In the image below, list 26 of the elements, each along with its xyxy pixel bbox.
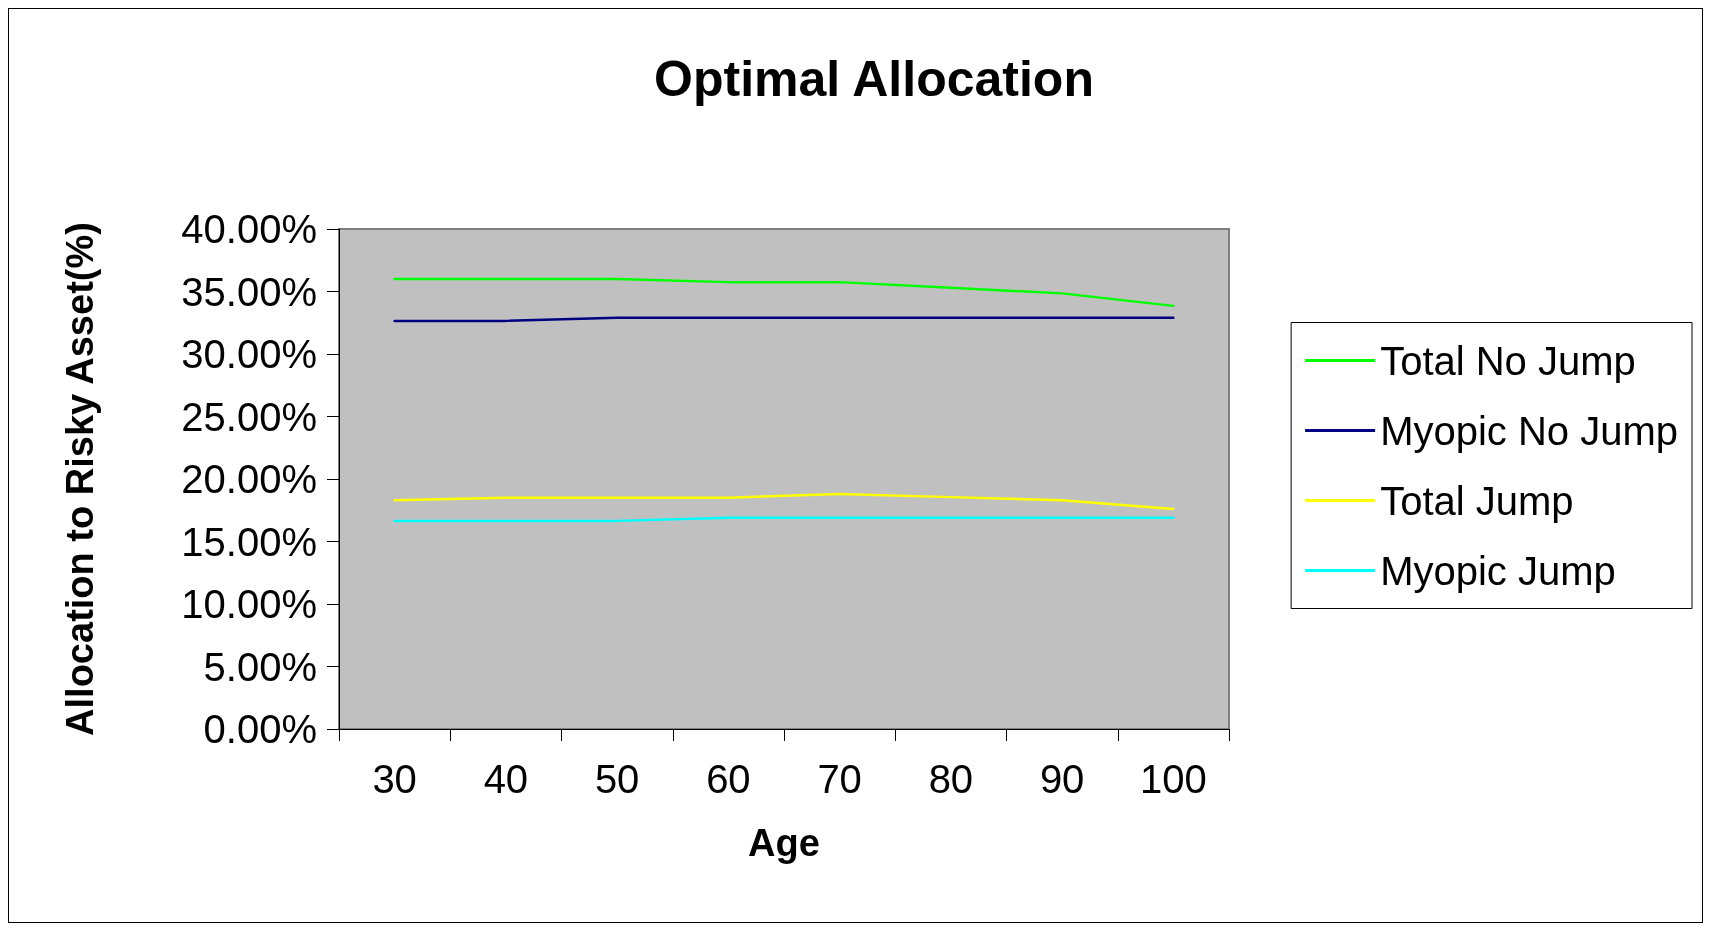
y-tick-label: 25.00% <box>181 394 317 439</box>
legend-label: Myopic No Jump <box>1380 408 1678 453</box>
y-tick-label: 20.00% <box>181 457 317 501</box>
y-tick-label: 30.00% <box>181 332 317 376</box>
chart-title: Optimal Allocation <box>654 51 1094 107</box>
x-tick-label: 60 <box>706 757 751 801</box>
legend-label: Total Jump <box>1380 478 1574 523</box>
y-axis-title: Allocation to Risky Asset(%) <box>59 222 101 736</box>
legend-label: Myopic Jump <box>1380 548 1616 593</box>
line-series <box>393 277 1175 308</box>
y-tick-label: 10.00% <box>181 582 317 626</box>
x-tick-label: 50 <box>594 757 640 801</box>
x-tick-label: 80 <box>928 757 974 801</box>
line-series <box>393 492 1175 511</box>
x-axis-title: Age <box>748 822 820 864</box>
x-tick-label: 90 <box>1039 757 1085 801</box>
x-tick-label: 100 <box>1140 757 1207 801</box>
y-tick-label: 15.00% <box>181 519 317 564</box>
legend-label: Total No Jump <box>1380 338 1636 383</box>
x-tick-label: 40 <box>483 757 529 801</box>
y-tick-label: 40.00% <box>181 207 317 251</box>
x-tick-label: 30 <box>372 757 417 801</box>
x-tick-label: 70 <box>817 757 862 801</box>
y-tick-label: 5.00% <box>203 644 317 689</box>
y-tick-label: 35.00% <box>181 269 317 314</box>
y-tick-label: 0.00% <box>203 707 317 751</box>
